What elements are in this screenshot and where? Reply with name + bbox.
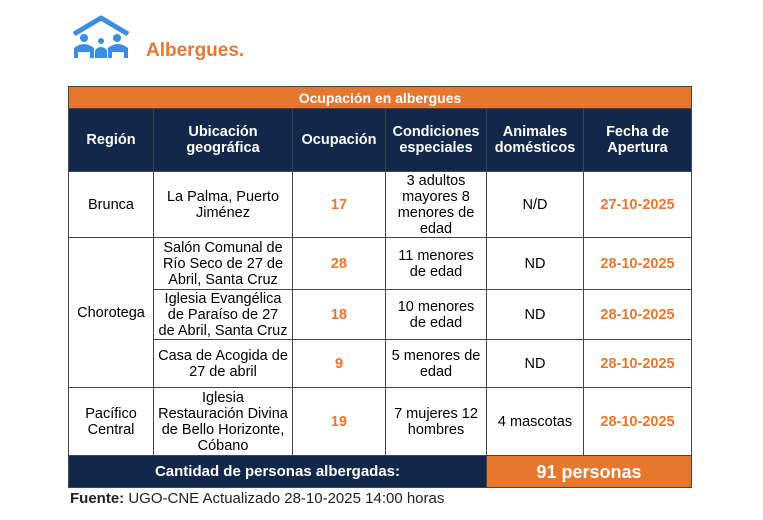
- table-row: Iglesia Evangélica de Paraíso de 27 de A…: [69, 289, 692, 340]
- ubicacion-cell: Iglesia Restauración Divina de Bello Hor…: [153, 387, 293, 456]
- col-fecha: Fecha de Apertura: [583, 108, 692, 172]
- shelter-logo-icon: [68, 14, 134, 65]
- ocupacion-cell: 17: [292, 171, 386, 238]
- ocupacion-cell: 9: [292, 339, 386, 388]
- ubicacion-cell: Casa de Acogida de 27 de abril: [153, 339, 293, 388]
- fecha-cell: 28-10-2025: [583, 237, 692, 290]
- ocupacion-cell: 28: [292, 237, 386, 290]
- source-footer: Fuente: UGO-CNE Actualizado 28-10-2025 1…: [70, 490, 444, 507]
- condiciones-cell: 7 mujeres 12 hombres: [385, 387, 487, 456]
- fecha-cell: 28-10-2025: [583, 339, 692, 388]
- total-value: 91 personas: [486, 455, 692, 488]
- ubicacion-cell: La Palma, Puerto Jiménez: [153, 171, 293, 238]
- condiciones-cell: 10 menores de edad: [385, 289, 487, 340]
- shelter-table: Ocupación en albergues Región Ubicación …: [68, 86, 692, 488]
- total-label: Cantidad de personas albergadas:: [68, 455, 487, 488]
- source-label: Fuente:: [70, 490, 125, 507]
- table-row: Casa de Acogida de 27 de abril 9 5 menor…: [69, 339, 692, 388]
- col-animales: Animales domésticos: [486, 108, 584, 172]
- fecha-cell: 27-10-2025: [583, 171, 692, 238]
- table-row: Pacífico Central Iglesia Restauración Di…: [68, 387, 692, 456]
- brand-title: Albergues.: [146, 40, 245, 61]
- table-title: Ocupación en albergues: [68, 86, 692, 109]
- col-condiciones: Condiciones especiales: [385, 108, 487, 172]
- col-region: Región: [68, 108, 154, 172]
- animales-cell: ND: [486, 237, 584, 290]
- region-cell: Pacífico Central: [68, 387, 154, 456]
- condiciones-cell: 5 menores de edad: [385, 339, 487, 388]
- condiciones-cell: 11 menores de edad: [385, 237, 487, 290]
- col-ubicacion: Ubicación geográfica: [153, 108, 293, 172]
- ubicacion-cell: Salón Comunal de Río Seco de 27 de Abril…: [153, 237, 293, 290]
- animales-cell: 4 mascotas: [486, 387, 584, 456]
- ocupacion-cell: 18: [292, 289, 386, 340]
- ocupacion-cell: 19: [292, 387, 386, 456]
- table-row: Chorotega Salón Comunal de Río Seco de 2…: [68, 237, 692, 388]
- ubicacion-cell: Iglesia Evangélica de Paraíso de 27 de A…: [153, 289, 293, 340]
- region-cell: Chorotega: [68, 237, 154, 388]
- fecha-cell: 28-10-2025: [583, 387, 692, 456]
- animales-cell: ND: [486, 289, 584, 340]
- col-ocupacion: Ocupación: [292, 108, 386, 172]
- condiciones-cell: 3 adultos mayores 8 menores de edad: [385, 171, 487, 238]
- table-row: Brunca La Palma, Puerto Jiménez 17 3 adu…: [68, 171, 692, 238]
- animales-cell: N/D: [486, 171, 584, 238]
- region-cell: Brunca: [68, 171, 154, 238]
- source-text: UGO-CNE Actualizado 28-10-2025 14:00 hor…: [128, 490, 445, 507]
- fecha-cell: 28-10-2025: [583, 289, 692, 340]
- animales-cell: ND: [486, 339, 584, 388]
